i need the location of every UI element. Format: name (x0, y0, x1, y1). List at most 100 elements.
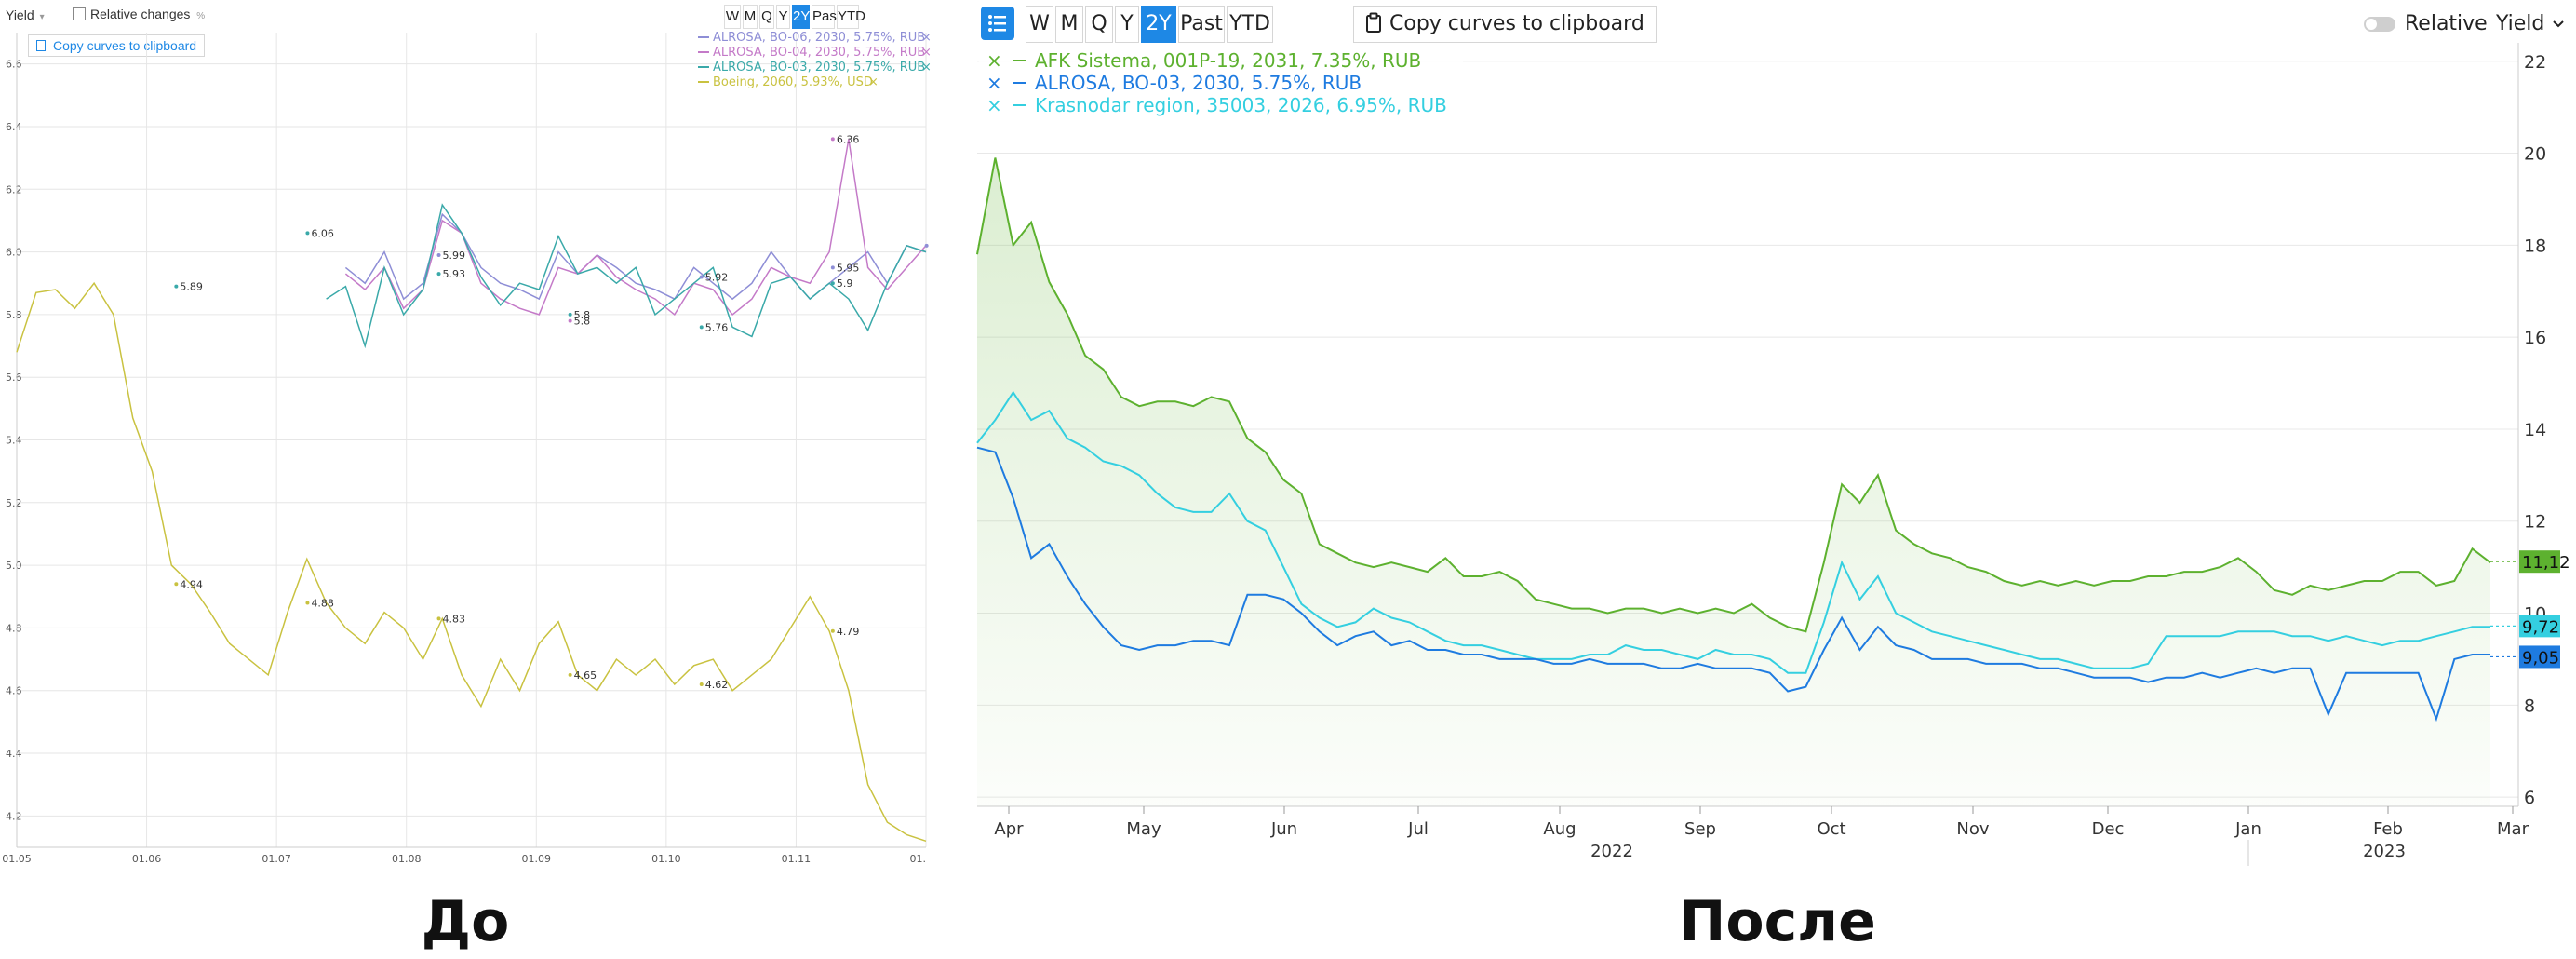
data-point (699, 682, 704, 686)
clipboard-icon (1366, 12, 1381, 33)
y-tick-label: 5.2 (6, 497, 22, 509)
x-tick-label: Jun (1270, 819, 1297, 839)
relative-toggle[interactable]: Relative (2364, 11, 2488, 37)
before-panel: Yield ▾ Relative changes % W M Q Y 2Y Past YTD … (0, 0, 931, 866)
x-tick-label: Dec (2092, 819, 2125, 839)
last-value-badge (2519, 550, 2560, 574)
left-period-w[interactable]: W (724, 5, 741, 29)
y-tick-label: 6.4 (6, 121, 22, 133)
y-tick-label: 12 (2524, 512, 2546, 533)
data-label: 5.93 (443, 268, 466, 280)
left-period-m[interactable]: M (743, 5, 758, 29)
series-line (976, 446, 2490, 723)
x-tick-label: Aug (1543, 819, 1576, 839)
chevron-down-icon: ▾ (39, 12, 45, 22)
data-point (830, 281, 835, 286)
right-period-y[interactable]: Y (1115, 6, 1139, 43)
remove-series-icon: × (921, 46, 931, 60)
right-period-q[interactable]: Q (1085, 6, 1113, 43)
data-point (699, 325, 704, 330)
x-tick-label: Feb (2373, 819, 2403, 839)
y-tick-label: 5.6 (6, 371, 22, 384)
right-copy-curves-button[interactable]: Copy curves to clipboard (1353, 6, 1657, 43)
last-value-badge (2519, 645, 2560, 669)
x-tick-label: Apr (994, 819, 1024, 839)
right-period-toolbar: W M Q Y 2Y Past YTD (1026, 6, 1379, 43)
yield-mode-select[interactable]: Yield ▾ (6, 7, 45, 22)
left-period-2y[interactable]: 2Y (792, 5, 810, 29)
legend-label: Krasnodar region, 35003, 2026, 6.95%, RU… (1035, 94, 1447, 116)
legend-label: AFK Sistema, 001P-19, 2031, 7.35%, RUB (1035, 49, 1421, 72)
after-caption: После (1679, 889, 1876, 954)
right-period-w[interactable]: W (1026, 6, 1053, 43)
data-label: 4.62 (705, 679, 729, 691)
data-label: 5.8 (574, 316, 591, 328)
x-tick-label: May (1126, 819, 1161, 839)
toggle-switch-icon (2364, 17, 2395, 32)
y-tick-label: 4.6 (6, 685, 22, 697)
left-chart[interactable]: 6.6 6.4 6.2 6.0 5.8 5.6 5.4 5.2 5.0 4.8 4.6 4.4 4.2 0… (0, 0, 931, 866)
curves-menu-button[interactable] (981, 7, 1014, 40)
left-period-q[interactable]: Q (759, 5, 774, 29)
left-period-toolbar: W M Q Y 2Y Past YTD (724, 5, 925, 29)
data-point (436, 272, 441, 277)
relative-changes-toggle[interactable]: Relative changes % (73, 7, 205, 21)
legend-label: ALROSA, BO-03, 2030, 5.75%, RUB (1035, 72, 1362, 94)
data-point (174, 582, 179, 587)
last-value-label: 11,12 (2522, 553, 2570, 573)
y-tick-label: 6.2 (6, 183, 22, 196)
data-label: 5.9 (837, 277, 853, 290)
data-label: 4.79 (837, 626, 860, 638)
yield-mode-select[interactable]: Yield (2496, 11, 2565, 37)
y-tick-label: 5.0 (6, 560, 22, 572)
data-label: 4.94 (180, 578, 203, 590)
x-tick-label: Oct (1817, 819, 1845, 839)
legend-label: ALROSA, BO-03, 2030, 5.75%, RUB (713, 61, 925, 74)
legend-label: Boeing, 2060, 5.93%, USD (713, 75, 873, 89)
y-tick-label: 8 (2524, 696, 2535, 716)
checkbox-icon (73, 7, 86, 20)
x-tick-label: 01.05 (2, 853, 32, 865)
data-point (830, 265, 835, 270)
data-label: 4.88 (311, 598, 334, 610)
legend-label: ALROSA, BO-06, 2030, 5.75%, RUB (713, 31, 925, 45)
data-label: 5.99 (443, 250, 466, 262)
series-line (976, 157, 2491, 633)
data-point (830, 628, 835, 633)
remove-series-icon: × (986, 72, 1002, 94)
series-line (326, 203, 927, 349)
y-tick-label: 4.4 (6, 748, 22, 760)
clipboard-icon (36, 40, 46, 51)
remove-series-icon: × (986, 94, 1002, 116)
right-period-ytd[interactable]: YTD (1227, 6, 1273, 43)
y-tick-label: 4.2 (6, 810, 22, 822)
x-tick-label: 01.08 (392, 853, 422, 865)
x-tick-label: Sep (1684, 819, 1716, 839)
left-period-ytd[interactable]: YTD (837, 5, 865, 29)
y-tick-label: 14 (2524, 420, 2546, 440)
series-line (976, 390, 2490, 674)
y-tick-label: 6 (2524, 788, 2535, 808)
x-tick-label: 01.07 (262, 853, 291, 865)
series-line (344, 139, 927, 317)
right-period-m[interactable]: M (1055, 6, 1083, 43)
left-period-y[interactable]: Y (776, 5, 790, 29)
data-label: 5.95 (837, 262, 860, 274)
data-label: 4.65 (574, 669, 597, 682)
right-period-2y[interactable]: 2Y (1141, 6, 1176, 43)
left-period-past[interactable]: Past (812, 5, 840, 29)
right-period-past[interactable]: Past (1178, 6, 1225, 43)
y-tick-label: 5.4 (6, 435, 22, 447)
data-point (924, 243, 929, 248)
y-tick-label: 4.8 (6, 622, 22, 634)
x-tick-label: Jan (2234, 819, 2261, 839)
y-tick-label: 6.0 (6, 247, 22, 259)
after-panel: W M Q Y 2Y Past YTD Copy curves to clipboard R… (968, 0, 2576, 866)
year-label: 2023 (2363, 842, 2406, 861)
x-tick-label: 01.09 (522, 853, 552, 865)
data-point (174, 284, 179, 289)
left-copy-curves-button[interactable]: Copy curves to clipboard (28, 34, 206, 57)
before-caption: До (421, 889, 510, 954)
x-tick-label: Jul (1407, 819, 1429, 839)
